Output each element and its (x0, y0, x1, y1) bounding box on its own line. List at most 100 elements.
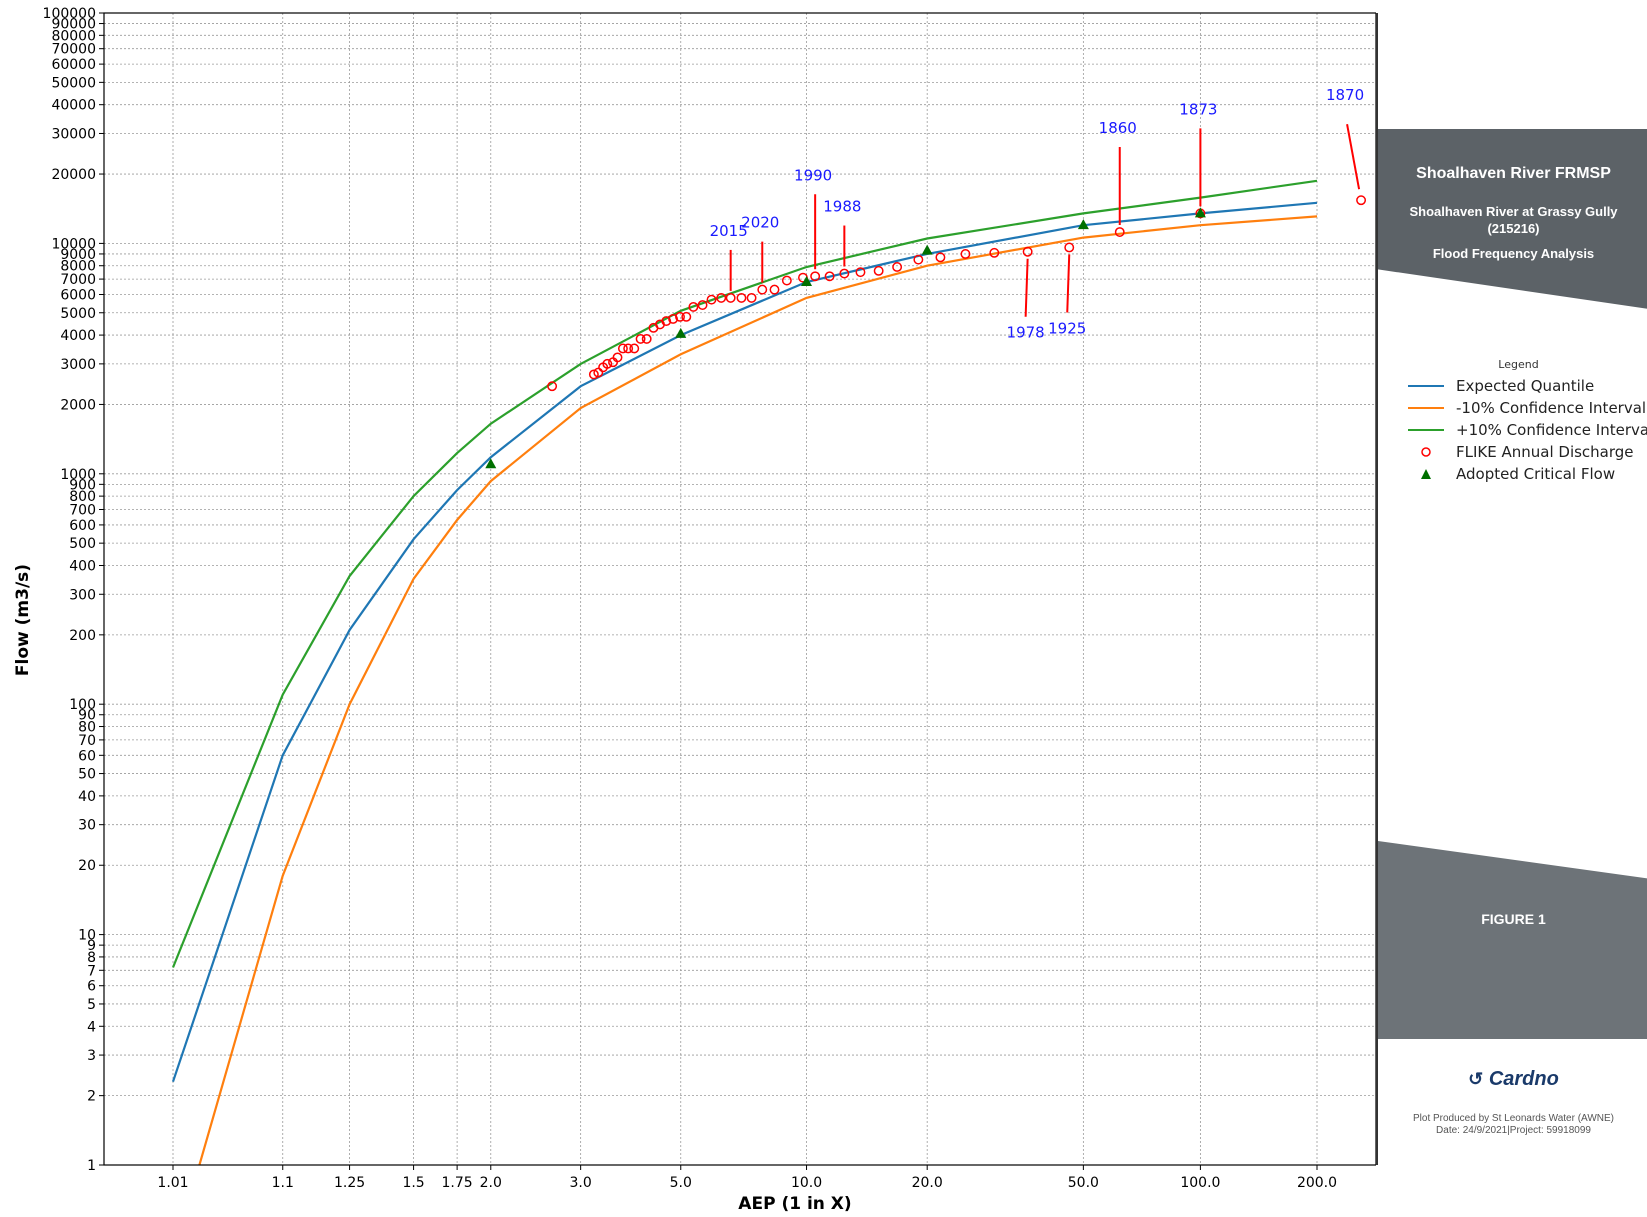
flike-point (1022, 246, 1033, 257)
legend-swatch-blue-line (1408, 383, 1444, 389)
y-tick-label: 4 (87, 1019, 96, 1035)
y-tick-label: 8000 (60, 259, 96, 275)
y-tick-label: 7000 (60, 272, 96, 288)
annotation-year-label: 2015 (710, 222, 748, 240)
y-tick-label: 200 (69, 628, 96, 644)
annotation-year-label: 1990 (794, 166, 832, 184)
y-tick-label: 10000 (51, 236, 96, 252)
flike-point (668, 313, 679, 324)
flike-point (769, 284, 780, 295)
flike-point (839, 268, 850, 279)
legend-label: +10% Confidence Interval (1456, 421, 1647, 439)
credit-line-1: Plot Produced by St Leonards Water (AWNE… (1412, 1113, 1614, 1124)
x-tick-label: 10.0 (791, 1175, 822, 1191)
x-tick-label: 1.1 (272, 1175, 294, 1191)
panel-analysis-title: Flood Frequency Analysis (1432, 246, 1595, 261)
adopted-flow-point (921, 244, 933, 255)
x-tick-label: 1.25 (334, 1175, 365, 1191)
flike-point (688, 301, 699, 312)
y-tick-label: 7 (87, 963, 96, 979)
adopted-flow-point (1077, 219, 1089, 230)
flike-point (588, 369, 599, 380)
y-tick-label: 60 (78, 748, 96, 764)
logo-text: Cardno (1488, 1068, 1559, 1090)
flike-point (781, 275, 792, 286)
flike-point (547, 381, 558, 392)
flike-point (602, 358, 613, 369)
x-tick-label: 1.75 (442, 1175, 473, 1191)
flike-point (612, 352, 623, 363)
flike-point (1356, 195, 1367, 206)
grid-lines (104, 12, 1376, 1166)
flike-point (892, 262, 903, 272)
adopted-flow-point (801, 275, 813, 286)
y-tick-label: 700 (69, 502, 96, 518)
y-tick-label: 800 (69, 489, 96, 505)
y-tick-label: 80000 (51, 28, 96, 44)
legend-item-lower-ci: -10% Confidence Interval (1408, 397, 1647, 419)
title-panel: Shoalhaven River FRMSP Shoalhaven River … (1376, 13, 1647, 1165)
y-tick-label: 5000 (60, 306, 96, 322)
y-tick-label: 80 (78, 720, 96, 736)
series-line-1 (198, 215, 1318, 1165)
annotation-leader (1346, 124, 1361, 190)
flike-point (873, 265, 884, 276)
y-tick-label: 20 (78, 858, 96, 874)
y-tick-label: 100 (69, 697, 96, 713)
y-tick-label: 5 (87, 997, 96, 1013)
flike-point (681, 311, 692, 322)
flike-point (1114, 227, 1125, 238)
y-axis-label: Flow (m3/s) (13, 564, 33, 676)
x-tick-label: 20.0 (912, 1175, 943, 1191)
legend-swatch-green-triangle (1408, 467, 1444, 481)
legend-label: -10% Confidence Interval (1456, 399, 1647, 417)
y-tick-label: 90000 (51, 17, 96, 33)
legend-item-adopted: Adopted Critical Flow (1408, 463, 1647, 485)
series-line-0 (171, 201, 1318, 1083)
legend: Legend Expected Quantile -10% Confidence… (1408, 358, 1647, 485)
annotation-year-label: 1873 (1179, 100, 1217, 118)
adopted-flow-point (675, 327, 687, 338)
y-tick-label: 30 (78, 818, 96, 834)
y-tick-label: 50 (78, 767, 96, 783)
adopted-flow-point (485, 458, 497, 469)
y-tick-label: 2 (87, 1089, 96, 1105)
flike-point (697, 300, 708, 311)
flike-point (810, 271, 821, 282)
credit-line-2: Date: 24/9/2021|Project: 59918099 (1436, 1125, 1591, 1136)
panel-subtitle-line1: Shoalhaven River at Grassy Gully (1409, 204, 1618, 219)
x-tick-label: 2.0 (480, 1175, 502, 1191)
panel-title: Shoalhaven River FRMSP (1416, 165, 1611, 182)
x-tick-label: 200.0 (1297, 1175, 1337, 1191)
flike-point (989, 247, 1000, 258)
annotation-year-label: 1988 (823, 198, 861, 216)
y-tick-label: 2000 (60, 397, 96, 413)
x-tick-label: 3.0 (570, 1175, 592, 1191)
y-tick-label: 9 (87, 938, 96, 954)
flike-point (746, 292, 757, 303)
flike-point (736, 292, 747, 303)
legend-item-upper-ci: +10% Confidence Interval (1408, 419, 1647, 441)
annotation-year-label: 2020 (741, 214, 779, 232)
legend-swatch-red-circle (1408, 445, 1444, 459)
panel-subtitle-line2: (215216) (1487, 221, 1540, 236)
x-tick-label: 100.0 (1180, 1175, 1220, 1191)
annotation-year-label: 1860 (1099, 119, 1137, 137)
y-tick-label: 1000 (60, 467, 96, 483)
flike-point (913, 254, 924, 265)
title-band: Shoalhaven River FRMSP Shoalhaven River … (1378, 129, 1647, 309)
flike-point (706, 294, 717, 305)
plot-frame (103, 12, 1376, 1166)
flike-point (629, 343, 640, 354)
y-tick-label: 3 (87, 1048, 96, 1064)
y-tick-label: 1 (87, 1158, 96, 1174)
legend-title: Legend (1498, 358, 1539, 371)
flike-point (623, 343, 634, 354)
legend-label: Expected Quantile (1456, 377, 1595, 395)
y-tick-label: 8 (87, 950, 96, 966)
y-tick-label: 20000 (51, 167, 96, 183)
adopted-flow-point (1194, 207, 1206, 218)
annotation-leader (1024, 258, 1029, 317)
